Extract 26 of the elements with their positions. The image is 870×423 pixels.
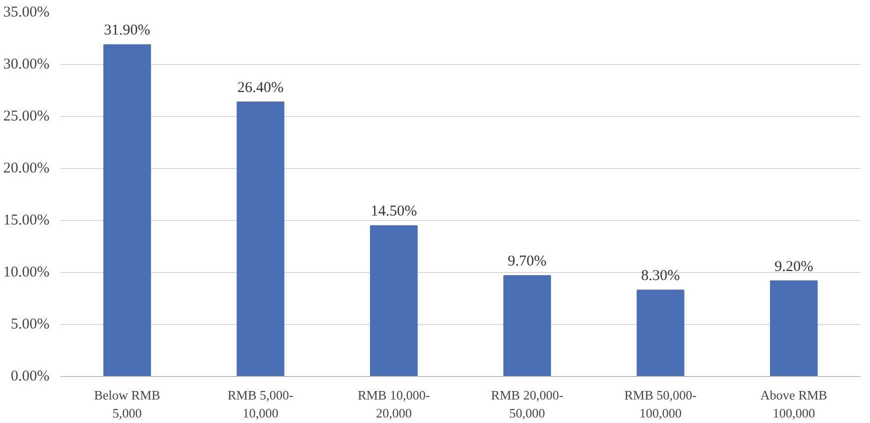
x-tick-label: Below RMB 5,000 <box>94 388 161 420</box>
x-tick-label: RMB 50,000- 100,000 <box>624 388 697 420</box>
bar <box>370 225 418 376</box>
bar <box>103 44 151 376</box>
y-tick-label: 20.00% <box>3 160 50 176</box>
x-tick-label: RMB 5,000- 10,000 <box>228 388 294 420</box>
y-tick-label: 5.00% <box>10 316 50 332</box>
data-label: 8.30% <box>641 268 680 284</box>
data-label: 26.40% <box>237 80 284 96</box>
y-tick-label: 30.00% <box>3 56 50 72</box>
y-tick-label: 25.00% <box>3 108 50 124</box>
bar <box>636 290 684 376</box>
bar <box>770 280 818 376</box>
data-label: 9.70% <box>508 254 547 270</box>
bar <box>236 101 284 376</box>
x-tick-label: RMB 20,000- 50,000 <box>491 388 564 420</box>
bar <box>503 275 551 376</box>
x-tick-label: RMB 10,000- 20,000 <box>358 388 430 420</box>
y-tick-label: 10.00% <box>3 264 50 280</box>
data-label: 14.50% <box>370 204 417 220</box>
data-label: 31.90% <box>104 22 150 39</box>
y-tick-label: 35.00% <box>3 4 50 20</box>
y-tick-label: 0.00% <box>10 368 50 384</box>
y-tick-label: 15.00% <box>3 212 50 228</box>
data-label: 9.20% <box>774 258 814 275</box>
x-tick-label: Above RMB 100,000 <box>760 388 828 420</box>
